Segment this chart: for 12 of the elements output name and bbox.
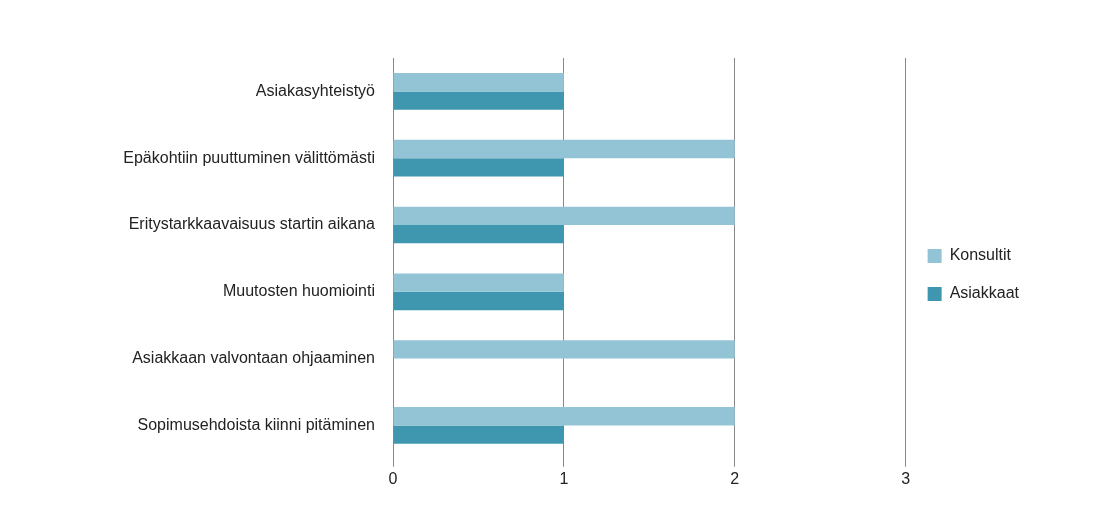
legend-label: Asiakkaat [949, 284, 1020, 302]
y-tick-label: Muutosten huomiointi [222, 282, 375, 300]
x-tick-label: 1 [559, 469, 569, 487]
y-tick-label: Epäkohtiin puuttuminen välittömästi [123, 148, 375, 166]
y-tick-label: Asiakasyhteistyö [255, 81, 376, 99]
y-tick-label: Sopimusehdoista kiinni pitäminen [137, 415, 375, 433]
y-tick-label: Eritystarkkaavaisuus startin aikana [128, 215, 376, 233]
legend-label: Konsultit [949, 246, 1012, 264]
x-tick-label: 3 [901, 469, 911, 487]
x-tick-label: 2 [730, 469, 740, 487]
x-tick-label: 0 [388, 469, 398, 487]
y-tick-label: Asiakkaan valvontaan ohjaaminen [132, 349, 375, 367]
